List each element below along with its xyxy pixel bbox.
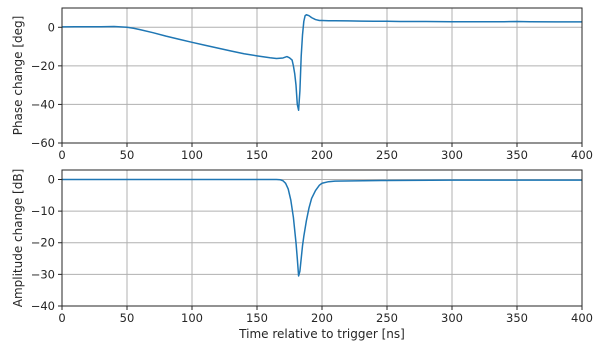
amplitude-x-tick-label: 350 [506, 311, 528, 325]
amplitude-x-tick-label: 400 [571, 311, 593, 325]
amplitude-y-tick-label: −40 [31, 299, 55, 313]
phase-y-tick-label: 0 [48, 20, 55, 34]
phase-x-tick-label: 400 [571, 148, 593, 162]
phase-subplot: 0 50 100 150 200 250 300 350 400 0 −20 −40 −60 Phase … [11, 7, 593, 162]
amplitude-y-tick-label: −10 [31, 204, 55, 218]
amplitude-x-tick-label: 200 [311, 311, 333, 325]
amplitude-x-tick-label: 0 [58, 311, 65, 325]
phase-y-tick-label: −40 [31, 97, 55, 111]
amplitude-series-line [62, 178, 582, 277]
phase-x-tick-label: 0 [58, 148, 65, 162]
amplitude-y-tick-label: −20 [31, 236, 55, 250]
phase-x-tick-label: 350 [506, 148, 528, 162]
amplitude-x-tick-label: 300 [441, 311, 463, 325]
amplitude-x-tick-label: 250 [376, 311, 398, 325]
amplitude-x-tick-label: 150 [246, 311, 268, 325]
phase-x-tick-label: 100 [181, 148, 203, 162]
phase-x-tick-label: 300 [441, 148, 463, 162]
phase-x-tick-label: 200 [311, 148, 333, 162]
phase-x-tick-label: 150 [246, 148, 268, 162]
phase-x-tick-label: 250 [376, 148, 398, 162]
phase-x-tick-label: 50 [120, 148, 135, 162]
amplitude-x-tick-label: 50 [120, 311, 135, 325]
phase-y-tick-label: −60 [31, 136, 55, 150]
amplitude-x-axis-label: Time relative to trigger [ns] [238, 327, 405, 341]
amplitude-y-axis-label: Amplitude change [dB] [11, 169, 25, 308]
phase-series-line [61, 14, 582, 111]
phase-y-tick-label: −20 [31, 59, 55, 73]
amplitude-subplot: 0 50 100 150 200 250 300 350 400 0 −10 −20 −30 −40 Amp… [11, 169, 593, 341]
amplitude-y-tick-label: 0 [48, 172, 55, 186]
amplitude-x-tick-label: 100 [181, 311, 203, 325]
phase-y-axis-label: Phase change [deg] [11, 16, 25, 136]
amplitude-y-tick-label: −30 [31, 267, 55, 281]
